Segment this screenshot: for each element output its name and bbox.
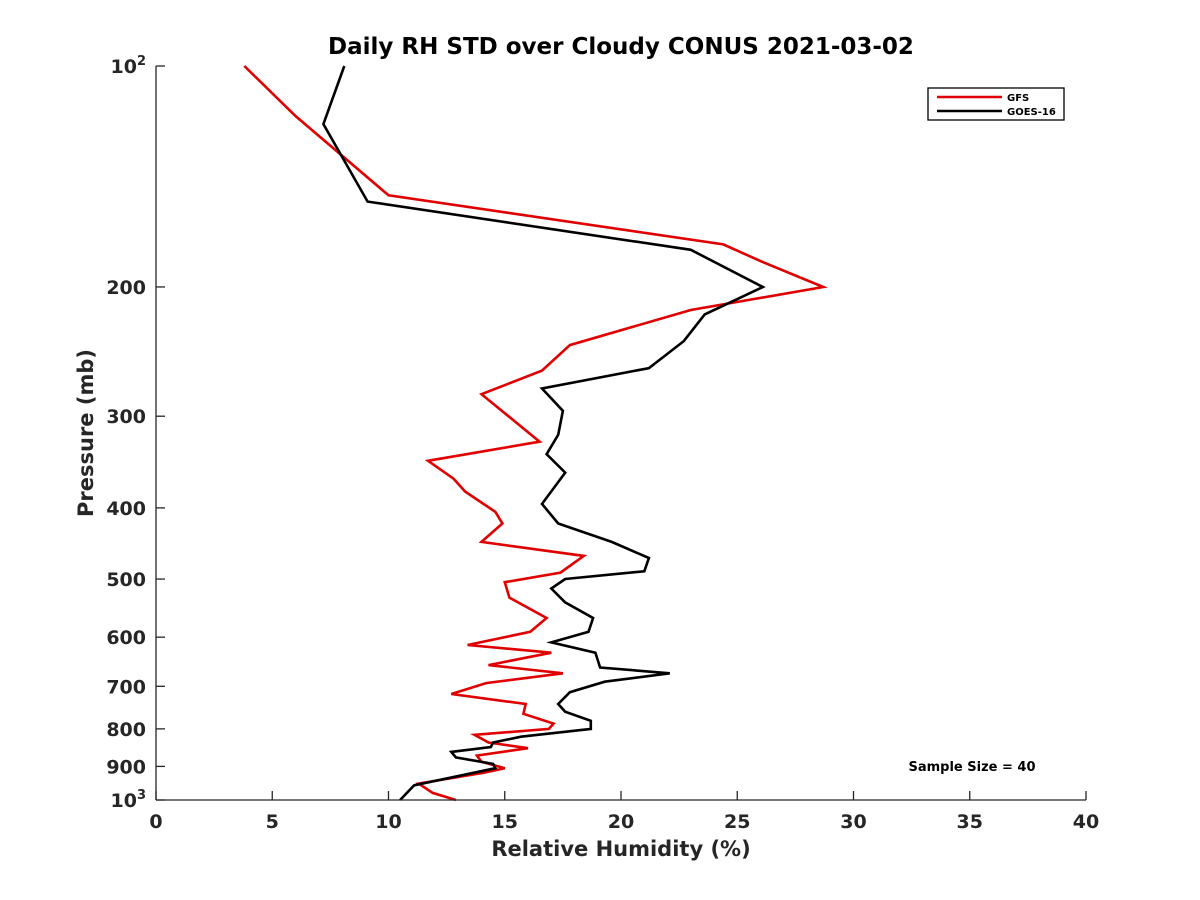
- legend: GFS GOES-16: [927, 87, 1065, 121]
- series-line-goes-16: [321, 65, 766, 801]
- legend-label: GOES-16: [1007, 107, 1056, 118]
- x-tick-label: 30: [840, 811, 866, 833]
- y-tick-label: 600: [106, 627, 146, 649]
- y-tick-label: 800: [106, 719, 146, 741]
- y-tick-label: 103: [111, 788, 147, 812]
- x-tick-label: 25: [724, 811, 750, 833]
- legend-label: GFS: [1007, 93, 1029, 104]
- x-tick-label: 0: [149, 811, 162, 833]
- legend-box: [927, 87, 1065, 121]
- x-tick-label: 10: [375, 811, 401, 833]
- y-tick-label: 400: [106, 498, 146, 520]
- series-layer: [243, 65, 828, 802]
- y-tick-label: 700: [106, 676, 146, 698]
- x-tick-label: 35: [957, 811, 983, 833]
- x-tick-label: 40: [1073, 811, 1099, 833]
- series-line-gfs: [243, 65, 828, 802]
- y-tick-label: 900: [106, 756, 146, 778]
- y-tick-label: 200: [106, 277, 146, 299]
- chart-title: Daily RH STD over Cloudy CONUS 2021-03-0…: [328, 34, 914, 60]
- y-axis-title: Pressure (mb): [74, 349, 98, 517]
- x-axis-ticks: 0 5 10 15 20 25 30 35 40: [149, 791, 1099, 833]
- y-axis-ticks: 102 200 300 400 500 600 700 800 900 103: [106, 54, 165, 812]
- x-tick-label: 5: [266, 811, 279, 833]
- y-tick-label: 102: [111, 54, 147, 78]
- sample-size-annotation: Sample Size = 40: [908, 760, 1035, 775]
- y-tick-label: 300: [106, 406, 146, 428]
- y-tick-label: 500: [106, 569, 146, 591]
- x-tick-label: 20: [608, 811, 634, 833]
- x-axis-title: Relative Humidity (%): [491, 837, 750, 861]
- x-tick-label: 15: [492, 811, 518, 833]
